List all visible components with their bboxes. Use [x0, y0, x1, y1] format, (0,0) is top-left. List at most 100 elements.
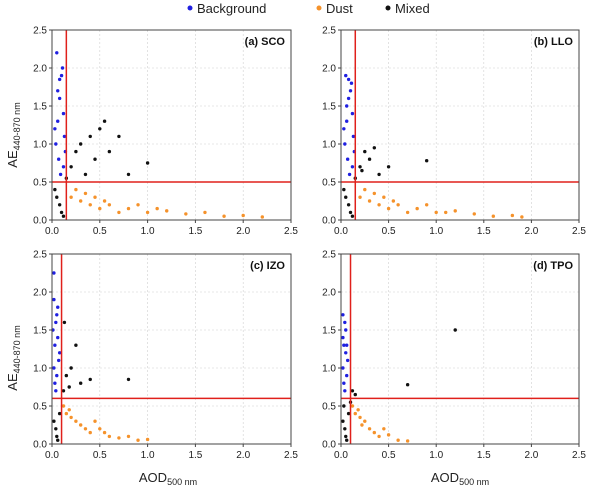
- point-dust: [98, 206, 102, 211]
- y-tick-label: 2.0: [322, 64, 336, 75]
- series-background: [53, 51, 68, 177]
- legend: Background Dust Mixed: [187, 1, 430, 16]
- point-dust: [78, 423, 83, 427]
- point-mixed: [343, 427, 347, 431]
- x-tick-label: 2.5: [572, 450, 586, 461]
- point-background: [59, 73, 64, 78]
- point-dust: [415, 206, 419, 211]
- point-mixed: [344, 434, 348, 439]
- panel-title: (d) TPO: [533, 260, 573, 272]
- y-tick-label: 0.5: [322, 178, 336, 189]
- point-dust: [241, 213, 245, 218]
- y-axis-label-bottom: AE440-870 nm: [5, 325, 22, 390]
- point-background: [345, 104, 349, 108]
- point-mixed: [93, 157, 97, 161]
- point-background: [344, 351, 348, 355]
- point-dust: [382, 427, 386, 431]
- x-axis-label-right: AOD500 nm: [431, 470, 489, 487]
- point-background: [52, 366, 56, 370]
- point-dust: [69, 195, 73, 199]
- point-mixed: [360, 168, 364, 173]
- point-background: [54, 320, 58, 325]
- point-mixed: [57, 411, 62, 416]
- point-dust: [405, 210, 410, 215]
- legend-item-mixed: Mixed: [385, 1, 430, 16]
- x-tick-label: 2.0: [236, 226, 250, 237]
- point-dust: [453, 209, 457, 213]
- y-tick-label: 2.0: [33, 64, 47, 75]
- panels: 0.0 0.5 1.0 1.5 2.0 2.5 0.0 0.5 1.0 1.5 2.0 2.5 (a) …: [33, 26, 586, 462]
- y-axis-label-top: AE440-870 nm: [5, 102, 22, 167]
- point-background: [341, 313, 345, 317]
- point-dust: [69, 415, 73, 420]
- point-background: [342, 343, 346, 347]
- y-tick-label: 0.0: [322, 440, 336, 451]
- x-tick-label: 2.5: [572, 226, 586, 237]
- point-mixed: [62, 320, 67, 325]
- y-tick-label: 0.0: [33, 216, 47, 227]
- point-dust: [472, 212, 476, 216]
- y-tick-label: 0.5: [33, 402, 47, 413]
- point-mixed: [145, 161, 150, 165]
- plot-frame: [340, 29, 580, 221]
- point-mixed: [350, 389, 355, 393]
- plot-frame: [51, 29, 292, 221]
- x-tick-label: 0.5: [382, 226, 396, 237]
- point-dust: [136, 203, 140, 207]
- point-mixed: [57, 203, 62, 207]
- point-mixed: [78, 142, 83, 146]
- point-dust: [358, 415, 362, 420]
- series-background: [51, 271, 62, 393]
- point-dust: [520, 215, 524, 219]
- point-background: [347, 172, 352, 177]
- point-background: [53, 343, 57, 347]
- point-mixed: [346, 203, 351, 207]
- point-mixed: [67, 385, 71, 389]
- point-dust: [145, 437, 150, 442]
- point-mixed: [350, 214, 355, 218]
- point-dust: [126, 434, 131, 439]
- point-dust: [155, 206, 159, 211]
- x-tick-label: 2.5: [284, 450, 298, 461]
- point-dust: [67, 408, 71, 412]
- series-mixed: [341, 328, 457, 442]
- y-tick-label: 2.0: [322, 288, 336, 299]
- panel-title: (a) SCO: [245, 36, 286, 48]
- point-background: [346, 77, 351, 82]
- point-dust: [405, 439, 410, 443]
- x-axis-label-sub: 500 nm: [459, 477, 489, 487]
- panel-title: (c) IZO: [250, 260, 285, 272]
- point-background: [61, 111, 66, 116]
- point-background: [60, 66, 65, 70]
- point-mixed: [341, 419, 345, 423]
- point-mixed: [377, 172, 381, 177]
- svg-text:AE440-870 nm: AE440-870 nm: [5, 102, 22, 167]
- x-tick-label: 0.0: [334, 226, 348, 237]
- point-background: [55, 313, 59, 317]
- point-background: [56, 358, 61, 363]
- y-axis-label-main: AE: [5, 373, 20, 391]
- point-dust: [510, 213, 515, 218]
- series-dust: [358, 187, 524, 219]
- point-dust: [222, 214, 226, 218]
- series-background: [341, 313, 350, 393]
- point-dust: [136, 438, 140, 442]
- y-axis-label-sub: 440-870 nm: [12, 102, 22, 150]
- point-background: [57, 351, 62, 355]
- x-tick-label: 2.0: [524, 450, 538, 461]
- point-mixed: [52, 419, 56, 423]
- x-tick-label: 0.5: [93, 450, 107, 461]
- point-dust: [350, 404, 355, 408]
- y-axis-label-sub: 440-870 nm: [12, 325, 22, 373]
- legend-label-mixed: Mixed: [395, 1, 430, 16]
- point-dust: [391, 199, 396, 203]
- y-tick-label: 0.0: [33, 440, 47, 451]
- plot-frame: [51, 253, 292, 445]
- y-tick-label: 1.0: [322, 140, 336, 151]
- x-tick-label: 1.0: [141, 450, 155, 461]
- point-mixed: [69, 165, 73, 169]
- point-background: [345, 343, 349, 347]
- svg-text:AE440-870 nm: AE440-870 nm: [5, 325, 22, 390]
- panel-b-llo: 0.0 0.5 1.0 1.5 2.0 2.5 0.0 0.5 1.0 1.5 2.0 2.5 (b) …: [322, 26, 586, 238]
- x-axis-label-sub: 500 nm: [167, 477, 197, 487]
